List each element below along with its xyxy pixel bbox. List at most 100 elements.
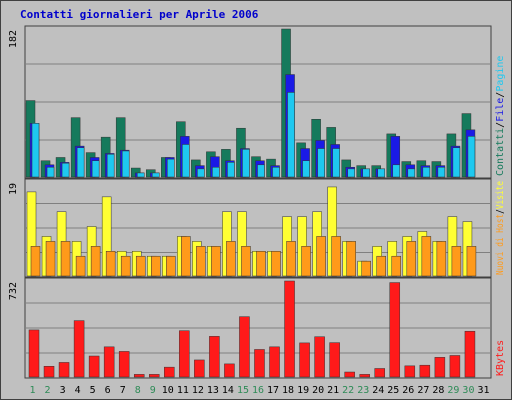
bar-nuovi-di-host-day-23 bbox=[361, 260, 371, 277]
day-label: 22 bbox=[342, 385, 354, 396]
bar-pagine-day-28 bbox=[437, 166, 446, 178]
day-label: 2 bbox=[45, 385, 51, 396]
day-label: 27 bbox=[417, 385, 429, 396]
bar-nuovi-di-host-day-10 bbox=[166, 255, 176, 277]
bar-kbytes-day-6 bbox=[103, 346, 115, 378]
bar-nuovi-di-host-day-3 bbox=[60, 241, 71, 277]
bar-pagine-day-20 bbox=[317, 148, 325, 178]
legend-item: File bbox=[495, 98, 506, 122]
day-label: 8 bbox=[135, 385, 141, 396]
bar-pagine-day-3 bbox=[61, 162, 70, 178]
bar-pagine-day-17 bbox=[272, 166, 280, 178]
day-label: 16 bbox=[252, 385, 264, 396]
bar-kbytes-day-1 bbox=[28, 329, 40, 378]
bar-kbytes-day-14 bbox=[224, 363, 235, 378]
bar-pagine-day-19 bbox=[302, 160, 310, 178]
day-label: 11 bbox=[177, 385, 189, 396]
bar-kbytes-day-27 bbox=[419, 364, 431, 378]
day-label: 31 bbox=[477, 385, 489, 396]
day-label: 30 bbox=[462, 385, 474, 396]
bar-nuovi-di-host-day-12 bbox=[196, 246, 206, 277]
day-label: 1 bbox=[30, 385, 36, 396]
bar-kbytes-day-18 bbox=[284, 280, 295, 378]
day-label: 5 bbox=[90, 385, 96, 396]
bar-kbytes-day-13 bbox=[209, 336, 220, 378]
bar-nuovi-di-host-day-21 bbox=[331, 236, 341, 277]
bar-pagine-day-25 bbox=[392, 164, 401, 178]
bar-kbytes-day-16 bbox=[254, 349, 265, 378]
bar-nuovi-di-host-day-6 bbox=[105, 251, 116, 277]
bar-nuovi-di-host-day-26 bbox=[406, 241, 417, 277]
day-label: 15 bbox=[237, 385, 249, 396]
bar-kbytes-day-26 bbox=[404, 365, 416, 378]
bar-nuovi-di-host-day-30 bbox=[466, 246, 477, 277]
bar-pagine-day-9 bbox=[152, 172, 160, 178]
bar-nuovi-di-host-day-25 bbox=[391, 255, 402, 277]
day-label: 10 bbox=[162, 385, 174, 396]
bar-nuovi-di-host-day-11 bbox=[181, 236, 191, 277]
bar-kbytes-day-28 bbox=[434, 357, 446, 378]
legend-item: Nuovi di Host bbox=[495, 214, 506, 275]
bar-kbytes-day-24 bbox=[374, 368, 385, 378]
bar-kbytes-day-5 bbox=[88, 355, 100, 378]
bar-pagine-day-4 bbox=[76, 147, 85, 178]
bar-nuovi-di-host-day-14 bbox=[226, 241, 236, 277]
bar-nuovi-di-host-day-8 bbox=[135, 255, 146, 277]
day-label: 20 bbox=[312, 385, 324, 396]
bar-nuovi-di-host-day-19 bbox=[301, 246, 311, 277]
bar-nuovi-di-host-day-4 bbox=[75, 255, 86, 277]
legend-item: / bbox=[495, 122, 506, 128]
bar-nuovi-di-host-day-9 bbox=[151, 255, 161, 277]
bar-kbytes-day-25 bbox=[389, 282, 401, 378]
legend: Contatti/File/Pagine bbox=[495, 56, 506, 176]
bar-pagine-day-12 bbox=[197, 168, 205, 178]
day-label: 12 bbox=[192, 385, 204, 396]
bar-pagine-day-5 bbox=[91, 160, 100, 178]
bar-pagine-day-2 bbox=[46, 166, 55, 178]
bar-pagine-day-11 bbox=[182, 144, 190, 178]
day-label: 21 bbox=[327, 385, 339, 396]
bar-kbytes-day-19 bbox=[299, 342, 310, 378]
bar-pagine-day-21 bbox=[332, 148, 340, 178]
bar-nuovi-di-host-day-20 bbox=[316, 236, 326, 277]
day-label: 29 bbox=[447, 385, 459, 396]
bar-kbytes-day-11 bbox=[179, 330, 190, 378]
legend-item: Contatti bbox=[495, 128, 506, 176]
bar-nuovi-di-host-day-2 bbox=[45, 241, 56, 277]
bar-kbytes-day-7 bbox=[118, 351, 130, 378]
bar-pagine-day-24 bbox=[377, 168, 385, 178]
bar-pagine-day-26 bbox=[407, 168, 416, 178]
bar-pagine-day-13 bbox=[212, 166, 220, 178]
bar-kbytes-day-21 bbox=[329, 342, 340, 378]
bar-kbytes-day-9 bbox=[149, 374, 160, 378]
bar-pagine-day-29 bbox=[452, 147, 461, 178]
y-max-label: 732 bbox=[8, 282, 19, 300]
bar-kbytes-day-20 bbox=[314, 336, 325, 378]
bar-kbytes-day-23 bbox=[359, 374, 370, 378]
bar-kbytes-day-2 bbox=[43, 366, 55, 378]
y-max-label: 182 bbox=[8, 30, 19, 48]
legend-item: KBytes bbox=[495, 340, 506, 376]
day-label: 9 bbox=[150, 385, 156, 396]
day-label: 26 bbox=[402, 385, 414, 396]
bar-nuovi-di-host-day-28 bbox=[436, 241, 447, 277]
bar-pagine-day-22 bbox=[347, 168, 355, 178]
day-label: 18 bbox=[282, 385, 294, 396]
day-label: 24 bbox=[372, 385, 384, 396]
bar-nuovi-di-host-day-29 bbox=[451, 246, 462, 277]
bar-kbytes-day-12 bbox=[194, 359, 205, 378]
bar-kbytes-day-4 bbox=[73, 320, 85, 378]
bar-pagine-day-1 bbox=[31, 123, 40, 178]
legend-item: Visite bbox=[495, 181, 506, 209]
day-label: 23 bbox=[357, 385, 369, 396]
bar-pagine-day-6 bbox=[106, 153, 115, 178]
day-label: 6 bbox=[105, 385, 111, 396]
bar-nuovi-di-host-day-15 bbox=[241, 246, 251, 277]
day-label: 3 bbox=[60, 385, 66, 396]
day-label: 28 bbox=[432, 385, 444, 396]
day-label: 17 bbox=[267, 385, 279, 396]
bar-nuovi-di-host-day-22 bbox=[346, 241, 356, 277]
panel-visite: 19 Nuovi di Host/Visite bbox=[8, 178, 506, 278]
day-label: 14 bbox=[222, 385, 234, 396]
bar-nuovi-di-host-day-13 bbox=[211, 246, 221, 277]
